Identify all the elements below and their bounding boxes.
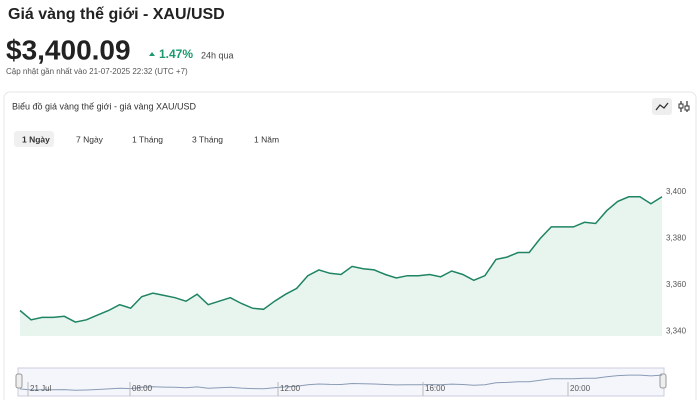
navigator-handle[interactable] [659,373,667,389]
line-icon [655,102,669,111]
period: 24h qua [201,50,234,60]
navigator-label: 08:00 [132,384,153,393]
y-tick-label: 3,360 [666,280,687,289]
y-tick-label: 3,380 [666,234,687,243]
price: $3,400.09 [6,34,131,65]
tab[interactable]: 1 Tháng [132,134,163,144]
candle-body [684,105,690,111]
page-title: Giá vàng thế giới - XAU/USD [8,6,225,23]
candle-body [678,103,684,109]
navigator-line [19,374,663,391]
navigator-handle[interactable] [15,373,23,389]
area-fill [20,196,662,336]
navigator[interactable] [17,367,665,397]
y-tick-label: 3,340 [666,326,687,335]
navigator-label: 12:00 [280,384,301,393]
navigator-label: 16:00 [425,384,446,393]
tab[interactable]: 1 Năm [254,134,279,144]
price-line [19,196,663,323]
tab[interactable]: 3 Tháng [192,134,223,144]
tab[interactable]: 7 Ngày [76,134,104,144]
change: 1.47% [159,47,193,61]
card-title: Biểu đồ giá vàng thế giới - giá vàng XAU… [12,101,197,111]
navigator-label: 21 Jul [30,384,52,393]
navigator-label: 20:00 [570,384,591,393]
up-arrow [149,52,155,56]
updated: Cập nhật gần nhất vào 21-07-2025 22:32 (… [6,67,188,76]
y-tick-label: 3,400 [666,187,687,196]
active-tab-bg[interactable] [14,131,54,147]
tab[interactable]: 1 Ngày [22,134,50,144]
